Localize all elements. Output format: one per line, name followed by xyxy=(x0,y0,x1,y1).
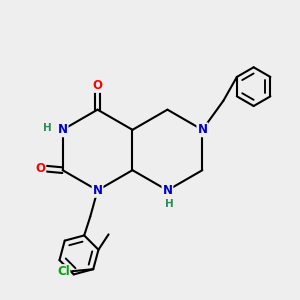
Text: O: O xyxy=(35,162,45,175)
Text: Cl: Cl xyxy=(57,265,70,278)
Text: N: N xyxy=(197,123,207,136)
Text: N: N xyxy=(162,184,172,197)
Text: N: N xyxy=(58,123,68,136)
Text: O: O xyxy=(92,79,103,92)
Text: H: H xyxy=(165,199,174,209)
Text: N: N xyxy=(92,184,103,197)
Text: H: H xyxy=(44,123,52,133)
